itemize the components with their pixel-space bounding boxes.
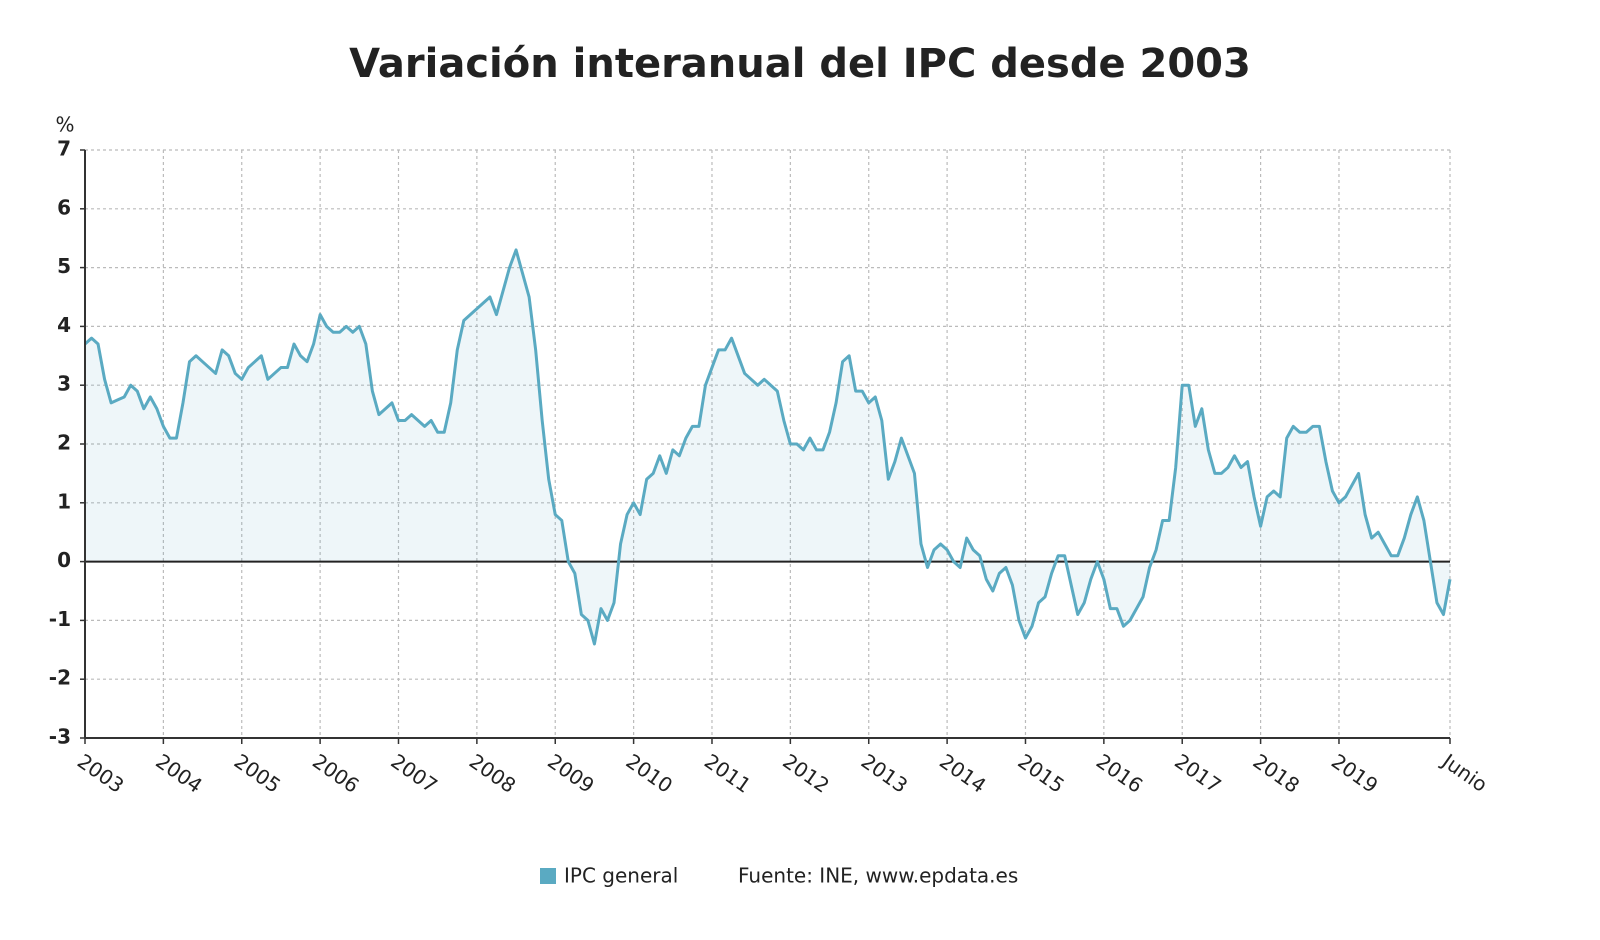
x-tick-label: 2009 (543, 749, 598, 798)
x-tick-label: 2015 (1013, 749, 1068, 798)
y-tick-label: 0 (57, 548, 71, 572)
x-tick-label: 2017 (1170, 749, 1225, 798)
x-tick-label: 2005 (230, 749, 285, 798)
x-tick-label: Junio (1436, 748, 1492, 797)
x-tick-label: 2010 (622, 749, 677, 798)
y-tick-label: 5 (57, 254, 71, 278)
x-tick-label: 2011 (700, 749, 755, 798)
y-tick-label: -1 (49, 607, 71, 631)
y-tick-label: -3 (49, 725, 71, 749)
x-tick-label: 2018 (1249, 749, 1304, 798)
y-tick-label: 6 (57, 195, 71, 219)
x-tick-label: 2019 (1327, 749, 1382, 798)
legend-swatch (540, 868, 556, 884)
x-tick-label: 2003 (73, 749, 128, 798)
x-tick-label: 2008 (465, 749, 520, 798)
y-tick-label: 1 (57, 489, 71, 513)
y-axis-label: % (55, 113, 74, 137)
chart-title: Variación interanual del IPC desde 2003 (349, 41, 1251, 87)
area (85, 249, 1450, 644)
y-tick-label: 3 (57, 372, 71, 396)
y-tick-label: 4 (57, 313, 71, 337)
x-tick-label: 2006 (308, 749, 363, 798)
source: Fuente: INE, www.epdata.es (738, 864, 1018, 888)
y-tick-label: -2 (49, 666, 71, 690)
line (83, 248, 1452, 646)
x-tick-label: 2007 (386, 749, 441, 798)
y-tick-label: 2 (57, 431, 71, 455)
x-tick-label: 2014 (935, 749, 990, 798)
y-tick-label: 7 (57, 137, 71, 161)
x-tick-label: 2004 (151, 749, 206, 798)
legend-label: IPC general (564, 864, 678, 888)
x-tick-label: 2016 (1092, 749, 1147, 798)
x-tick-label: 2012 (778, 749, 833, 798)
x-tick-label: 2013 (857, 749, 912, 798)
